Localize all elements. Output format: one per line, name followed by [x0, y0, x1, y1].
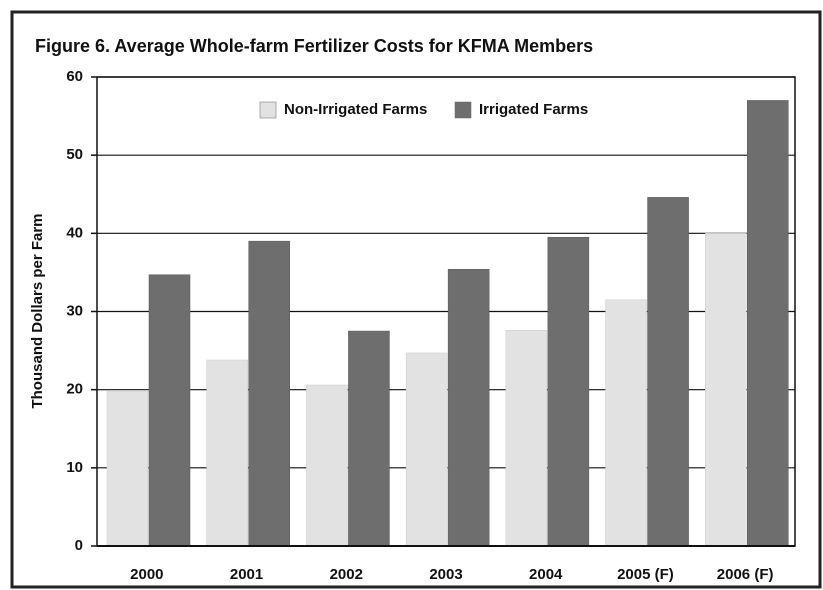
- legend-label: Non-Irrigated Farms: [284, 101, 427, 118]
- x-tick-label: 2004: [529, 566, 563, 583]
- bar: [248, 240, 290, 547]
- bar: [647, 197, 689, 547]
- bar: [747, 100, 789, 547]
- bar: [148, 274, 191, 547]
- y-tick-label: 40: [66, 224, 83, 241]
- bar: [505, 330, 548, 547]
- y-tick-label: 10: [66, 459, 83, 476]
- y-tick-label: 60: [66, 68, 83, 85]
- x-tick-label: 2005 (F): [617, 566, 674, 583]
- bar: [547, 236, 590, 547]
- x-tick-label: 2006 (F): [717, 566, 774, 583]
- y-tick-label: 20: [66, 381, 83, 398]
- bar: [206, 359, 248, 547]
- legend-swatch: [259, 101, 277, 119]
- legend-label: Irrigated Farms: [479, 101, 588, 118]
- bar: [405, 352, 448, 547]
- chart-title: Figure 6. Average Whole-farm Fertilizer …: [35, 36, 593, 56]
- bar: [306, 384, 348, 547]
- bar: [605, 299, 647, 547]
- y-tick-label: 30: [66, 302, 83, 319]
- y-tick-label: 0: [75, 537, 83, 554]
- y-tick-label: 50: [66, 146, 83, 163]
- bar: [106, 390, 149, 547]
- bar: [348, 330, 390, 547]
- x-tick-label: 2002: [330, 566, 363, 583]
- legend-swatch: [454, 101, 472, 119]
- x-tick-label: 2000: [130, 566, 163, 583]
- bar: [447, 269, 490, 547]
- x-tick-label: 2003: [429, 566, 462, 583]
- x-tick-label: 2001: [230, 566, 263, 583]
- bar: [705, 233, 747, 547]
- y-axis-label: Thousand Dollars per Farm: [29, 213, 46, 408]
